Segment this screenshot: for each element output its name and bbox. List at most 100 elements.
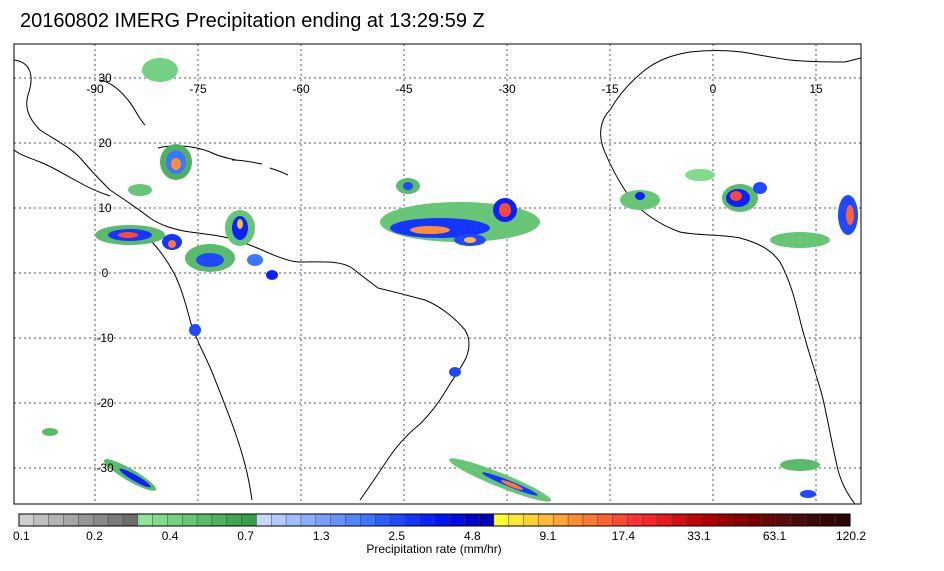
lat-label: -20 bbox=[96, 396, 114, 410]
colorbar-swatch bbox=[538, 513, 554, 527]
colorbar-swatch bbox=[627, 513, 643, 527]
lon-label: 15 bbox=[809, 82, 823, 96]
precip-area bbox=[118, 232, 138, 238]
colorbar-swatch bbox=[211, 513, 228, 527]
colorbar-swatch bbox=[478, 513, 495, 527]
lon-label: -90 bbox=[86, 82, 104, 96]
colorbar-tick-label: 0.7 bbox=[237, 529, 254, 543]
colorbar-swatch bbox=[582, 513, 599, 527]
lon-labels: -90 -75 -60 -45 -30 -15 0 15 bbox=[86, 82, 823, 96]
precip-area bbox=[770, 232, 830, 248]
precip-area bbox=[410, 226, 450, 234]
colorbar-frame bbox=[18, 513, 851, 527]
colorbar-tick-label: 2.5 bbox=[388, 529, 405, 543]
lon-label: -60 bbox=[292, 82, 310, 96]
lon-label: -45 bbox=[395, 82, 413, 96]
colorbar-swatch bbox=[731, 513, 747, 527]
colorbar-swatch bbox=[834, 513, 851, 527]
colorbar-swatch bbox=[78, 513, 94, 527]
colorbar-tick-label: 9.1 bbox=[539, 529, 556, 543]
colorbar-swatch bbox=[701, 513, 717, 527]
precip-area bbox=[266, 270, 278, 280]
colorbar-tick-label: 0.2 bbox=[86, 529, 103, 543]
colorbar-swatch bbox=[345, 513, 361, 527]
colorbar-label: Precipitation rate (mm/hr) bbox=[366, 542, 501, 556]
precip-area bbox=[464, 237, 476, 243]
precip-area bbox=[800, 490, 816, 498]
lon-label: -15 bbox=[601, 82, 619, 96]
colorbar-ticks: 0.1 0.2 0.4 0.7 1.3 2.5 4.8 9.1 17.4 33.1 63.1 120.… bbox=[13, 529, 866, 543]
colorbar-swatch bbox=[597, 513, 614, 527]
lon-label: 0 bbox=[710, 82, 717, 96]
coastlines bbox=[14, 50, 861, 504]
colorbar-swatch bbox=[196, 513, 213, 527]
colorbar-swatch bbox=[820, 513, 836, 527]
precip-area bbox=[237, 219, 243, 229]
colorbar-swatch bbox=[389, 513, 406, 527]
lat-labels: 30 20 10 0 -10 -20 -30 bbox=[96, 71, 114, 475]
colorbar-swatch bbox=[256, 513, 272, 527]
precip-area bbox=[168, 240, 176, 248]
coastline-north-america bbox=[14, 59, 379, 289]
colorbar-tick-label: 0.1 bbox=[13, 529, 30, 543]
colorbar-swatch bbox=[612, 513, 628, 527]
colorbar-swatch bbox=[285, 513, 302, 527]
colorbar-swatch bbox=[330, 513, 347, 527]
colorbar-swatch bbox=[404, 513, 421, 527]
colorbar-swatch bbox=[18, 513, 35, 527]
colorbar-swatch bbox=[552, 513, 569, 527]
colorbar-tick-label: 33.1 bbox=[687, 529, 711, 543]
colorbar-swatch bbox=[760, 513, 777, 527]
precip-area bbox=[189, 324, 201, 336]
colorbar-swatch bbox=[107, 513, 124, 527]
colorbar-swatch bbox=[360, 513, 376, 527]
precip-area bbox=[499, 203, 511, 217]
gridlines bbox=[14, 44, 861, 504]
lat-label: 0 bbox=[102, 266, 109, 280]
colorbar-swatch bbox=[241, 513, 257, 527]
colorbar-swatch bbox=[315, 513, 332, 527]
coastline-africa bbox=[600, 50, 861, 504]
colorbar-swatch bbox=[167, 513, 183, 527]
colorbar-swatch bbox=[493, 513, 510, 527]
precip-area bbox=[142, 58, 178, 82]
colorbar-swatch bbox=[508, 513, 525, 527]
precip-area bbox=[730, 191, 742, 201]
precip-area bbox=[500, 480, 524, 490]
colorbar-swatch bbox=[137, 513, 154, 527]
colorbar-swatch bbox=[671, 513, 688, 527]
precip-area bbox=[846, 205, 854, 225]
precip-area bbox=[171, 158, 181, 170]
lat-label: 10 bbox=[98, 201, 112, 215]
colorbar-swatch bbox=[226, 513, 243, 527]
colorbar-swatch bbox=[790, 513, 807, 527]
lon-label: -30 bbox=[498, 82, 516, 96]
colorbar-swatch bbox=[567, 513, 584, 527]
colorbar-swatch bbox=[300, 513, 317, 527]
colorbar-tick-label: 4.8 bbox=[464, 529, 481, 543]
precip-area bbox=[685, 169, 715, 181]
map-frame bbox=[13, 43, 862, 505]
lon-label: -75 bbox=[189, 82, 207, 96]
colorbar-swatch bbox=[449, 513, 465, 527]
lat-label: 20 bbox=[98, 136, 112, 150]
colorbar-swatch bbox=[656, 513, 673, 527]
colorbar-swatch bbox=[271, 513, 287, 527]
precipitation-field bbox=[42, 58, 858, 502]
colorbar-swatch bbox=[374, 513, 391, 527]
colorbar-swatch bbox=[152, 513, 168, 527]
colorbar-swatch bbox=[48, 513, 65, 527]
colorbar-tick-label: 63.1 bbox=[763, 529, 787, 543]
colorbar-swatch bbox=[63, 513, 79, 527]
precip-area bbox=[119, 468, 151, 488]
colorbar-swatch bbox=[419, 513, 436, 527]
precip-area bbox=[247, 254, 263, 266]
colorbar-swatch bbox=[805, 513, 821, 527]
precip-area bbox=[42, 428, 58, 436]
colorbar-swatch bbox=[33, 513, 50, 527]
precip-area bbox=[128, 184, 152, 196]
colorbar-tick-label: 120.2 bbox=[836, 529, 866, 543]
lat-label: 30 bbox=[98, 71, 112, 85]
